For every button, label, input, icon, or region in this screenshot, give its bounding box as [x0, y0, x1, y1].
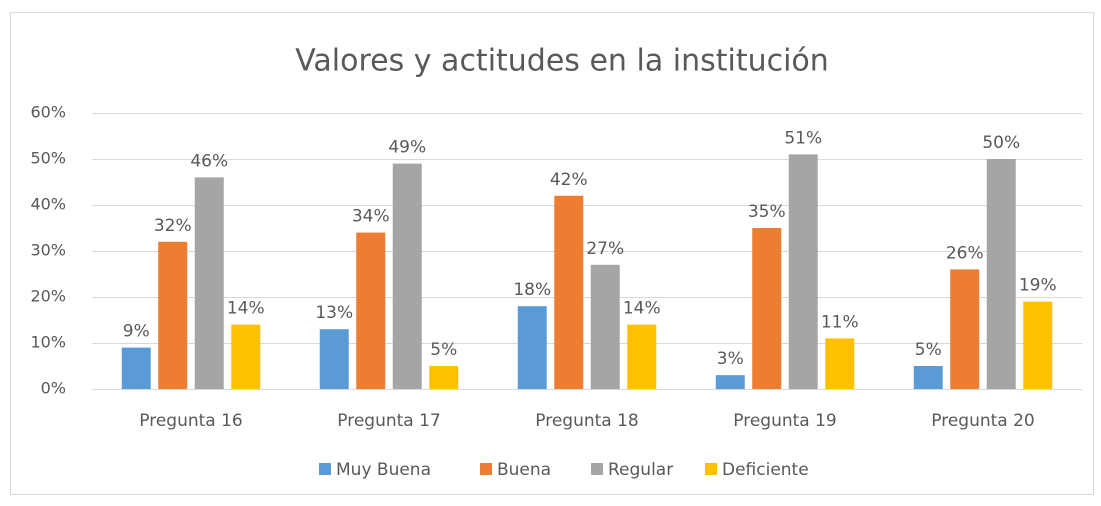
data-label: 11%	[821, 312, 859, 332]
legend-label: Regular	[608, 460, 673, 480]
bar	[121, 347, 151, 389]
data-label: 5%	[915, 340, 942, 360]
legend-swatch	[705, 463, 717, 475]
data-label: 14%	[623, 299, 661, 319]
data-label: 13%	[315, 303, 353, 323]
bar	[986, 159, 1016, 389]
y-tick-label: 60%	[30, 103, 66, 122]
x-tick-label: Pregunta 16	[139, 411, 243, 431]
bar	[554, 195, 584, 389]
bar	[715, 375, 745, 389]
data-label: 42%	[550, 170, 588, 190]
bar	[356, 232, 386, 389]
data-label: 35%	[748, 202, 786, 222]
bar	[627, 324, 657, 389]
y-tick-label: 20%	[30, 287, 66, 306]
bar	[950, 269, 980, 389]
x-tick-label: Pregunta 20	[931, 411, 1035, 431]
x-tick-label: Pregunta 19	[733, 411, 837, 431]
data-label: 27%	[586, 239, 624, 259]
y-tick-label: 10%	[30, 333, 66, 352]
data-label: 9%	[123, 322, 150, 342]
data-label: 3%	[717, 349, 744, 369]
chart-border	[10, 12, 1094, 495]
bar	[590, 264, 620, 389]
data-label: 50%	[982, 133, 1020, 153]
bar	[231, 324, 261, 389]
legend-label: Deficiente	[722, 460, 809, 480]
bar	[194, 177, 224, 389]
data-label: 18%	[513, 280, 551, 300]
data-label: 49%	[388, 138, 426, 158]
bar	[517, 306, 547, 389]
bar	[158, 241, 188, 389]
bar	[392, 163, 422, 389]
legend-label: Muy Buena	[336, 460, 431, 480]
legend-swatch	[480, 463, 492, 475]
data-label: 5%	[430, 340, 457, 360]
bar	[752, 228, 782, 389]
data-label: 46%	[190, 151, 228, 171]
data-label: 51%	[784, 128, 822, 148]
legend-swatch	[591, 463, 603, 475]
bar	[788, 154, 818, 389]
bar	[1023, 301, 1053, 389]
y-tick-label: 30%	[30, 241, 66, 260]
data-label: 26%	[946, 243, 984, 263]
y-tick-label: 50%	[30, 149, 66, 168]
data-label: 32%	[154, 216, 192, 236]
x-tick-label: Pregunta 18	[535, 411, 639, 431]
chart-title: Valores y actitudes en la institución	[295, 44, 829, 79]
bar	[319, 329, 349, 389]
data-label: 34%	[352, 207, 390, 227]
y-tick-label: 40%	[30, 195, 66, 214]
data-label: 19%	[1019, 276, 1057, 296]
bar	[825, 338, 855, 389]
legend-swatch	[319, 463, 331, 475]
y-tick-label: 0%	[41, 379, 66, 398]
legend-label: Buena	[497, 460, 551, 480]
x-tick-label: Pregunta 17	[337, 411, 441, 431]
bar	[913, 366, 943, 389]
bar	[429, 366, 459, 389]
data-label: 14%	[227, 299, 265, 319]
